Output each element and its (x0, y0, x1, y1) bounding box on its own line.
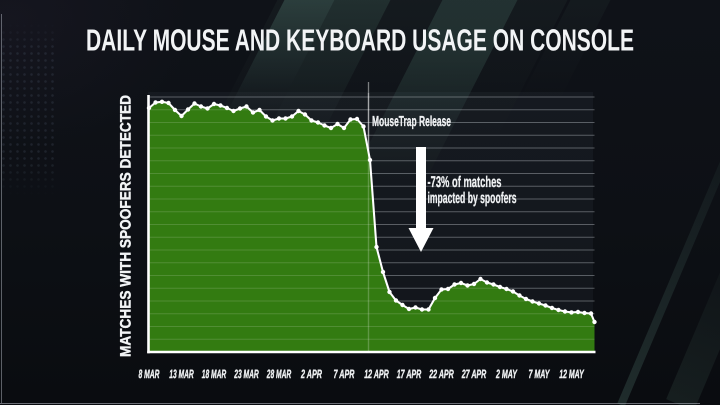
svg-text:MouseTrap Release: MouseTrap Release (372, 114, 451, 130)
svg-text:17 APR: 17 APR (397, 367, 422, 381)
svg-text:7 MAY: 7 MAY (529, 367, 551, 381)
svg-text:DAILY MOUSE AND KEYBOARD USAGE: DAILY MOUSE AND KEYBOARD USAGE ON CONSOL… (86, 24, 634, 58)
svg-text:23 MAR: 23 MAR (234, 367, 259, 381)
svg-text:12 MAY: 12 MAY (559, 367, 584, 381)
svg-text:13 MAR: 13 MAR (169, 367, 194, 381)
svg-text:MATCHES WITH SPOOFERS DETECTED: MATCHES WITH SPOOFERS DETECTED (118, 95, 135, 357)
svg-text:18 MAR: 18 MAR (202, 367, 227, 381)
svg-text:28 MAR: 28 MAR (266, 367, 291, 381)
svg-text:27 APR: 27 APR (461, 367, 486, 381)
svg-text:7 APR: 7 APR (334, 367, 355, 381)
svg-text:2 MAY: 2 MAY (495, 367, 517, 381)
svg-text:impacted by spoofers: impacted by spoofers (428, 190, 517, 207)
svg-text:12 APR: 12 APR (364, 367, 389, 381)
svg-text:8 MAR: 8 MAR (139, 367, 160, 381)
svg-text:2 APR: 2 APR (300, 367, 322, 381)
svg-text:22 APR: 22 APR (429, 367, 454, 381)
svg-text:-73% of matches: -73% of matches (428, 174, 502, 191)
